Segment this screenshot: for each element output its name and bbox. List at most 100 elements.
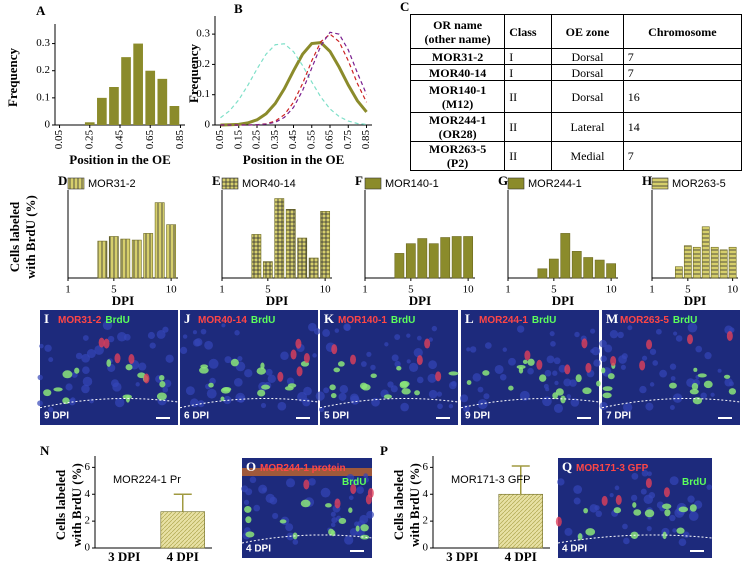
or-cell: [128, 353, 135, 364]
x-tick-label: 10: [606, 284, 618, 296]
brdu-cell: [43, 389, 52, 397]
nucleus: [81, 353, 91, 363]
nucleus: [192, 330, 197, 335]
brdu-cell: [325, 503, 332, 508]
y-axis-label: Frequency: [186, 44, 201, 103]
nucleus: [48, 407, 54, 413]
x-tick-label: 1: [649, 284, 655, 296]
cell-text: MOR31-2: [431, 49, 484, 64]
nucleus: [37, 400, 43, 407]
x-tick-label: 10: [320, 284, 332, 296]
or-cell: [536, 359, 543, 370]
nucleus: [308, 478, 316, 486]
nucleus: [448, 403, 454, 409]
nucleus: [527, 367, 534, 375]
nucleus: [437, 403, 443, 410]
panel-label: D: [58, 173, 67, 188]
y-axis-label: Cells labeled: [391, 469, 406, 540]
brdu-cell: [678, 506, 689, 513]
nucleus: [618, 355, 627, 364]
y-tick-label: 6: [85, 461, 91, 473]
bar: [683, 245, 692, 279]
series-label: MOR171-3 GFP: [451, 474, 530, 486]
nucleus: [265, 493, 275, 504]
bar: [692, 246, 701, 279]
y-tick-label: 4: [85, 488, 91, 500]
or-cell: [296, 366, 303, 377]
nucleus: [350, 395, 360, 405]
nucleus: [550, 341, 556, 347]
brdu-cell: [539, 374, 547, 382]
nucleus: [477, 386, 484, 393]
brdu-cell: [74, 367, 80, 374]
or-cell: [615, 495, 622, 506]
nucleus: [543, 383, 549, 389]
brdu-cell: [585, 528, 596, 536]
brdu-cell: [399, 381, 409, 389]
bar: [417, 238, 428, 279]
channel-labels: MOR244-1 BrdU: [479, 315, 556, 326]
nucleus: [185, 386, 195, 396]
nucleus: [569, 379, 577, 387]
brdu-cell: [208, 382, 214, 388]
brdu-cell: [383, 394, 392, 399]
nucleus: [416, 335, 422, 341]
nucleus: [221, 323, 226, 328]
green-channel: BrdU: [105, 315, 129, 326]
brdu-cell: [632, 502, 637, 508]
nucleus: [75, 352, 83, 360]
brdu-cell: [669, 382, 677, 389]
nucleus: [622, 523, 628, 530]
cell: Dorsal: [551, 64, 624, 81]
bar: [560, 233, 571, 279]
nucleus: [641, 355, 648, 361]
nucleus: [508, 357, 516, 366]
brdu-cell: [244, 506, 252, 513]
brdu-cell: [284, 386, 294, 391]
bar: [109, 87, 119, 125]
nucleus: [594, 505, 600, 511]
nucleus: [670, 376, 676, 381]
brdu-cell: [401, 388, 411, 395]
brdu-cell: [676, 527, 685, 534]
cell: 7: [622, 141, 742, 171]
or-cell: [331, 344, 338, 355]
nucleus: [729, 381, 734, 387]
nucleus: [669, 363, 677, 370]
nucleus: [428, 337, 433, 342]
nucleus: [390, 385, 398, 393]
or-cell: [143, 373, 150, 384]
or-cell: [581, 338, 588, 349]
cell-text: MOR244-1: [428, 113, 487, 127]
x-tick-label: 0.85: [174, 130, 186, 150]
or-cell: [290, 349, 297, 360]
nucleus: [147, 331, 155, 339]
nucleus: [639, 385, 647, 394]
nucleus: [339, 384, 349, 394]
cell-text: MOR263-5: [428, 142, 487, 156]
nucleus: [253, 504, 261, 512]
nucleus: [406, 333, 411, 338]
nucleus: [360, 361, 367, 367]
nucleus: [344, 535, 354, 545]
nucleus: [384, 342, 389, 347]
y-tick-label: 0: [205, 119, 211, 131]
nucleus: [265, 368, 273, 376]
legend-label: MOR31-2: [88, 178, 136, 190]
nucleus: [343, 323, 351, 331]
tissue-edge: [242, 468, 372, 476]
brdu-cell: [220, 387, 231, 394]
brdu-cell: [582, 387, 592, 395]
nucleus: [599, 339, 607, 348]
nucleus: [82, 335, 89, 341]
or-cell: [114, 353, 121, 364]
cell: I: [504, 48, 553, 65]
bar: [594, 259, 605, 279]
table-row: MOR40-14 I Dorsal 7: [409, 64, 742, 81]
nucleus: [687, 322, 698, 333]
nucleus: [631, 472, 639, 480]
nucleus: [566, 394, 572, 399]
y-tick-label: 0.3: [196, 28, 210, 40]
y-axis-label: Frequency: [5, 48, 20, 107]
nucleus: [272, 512, 279, 519]
